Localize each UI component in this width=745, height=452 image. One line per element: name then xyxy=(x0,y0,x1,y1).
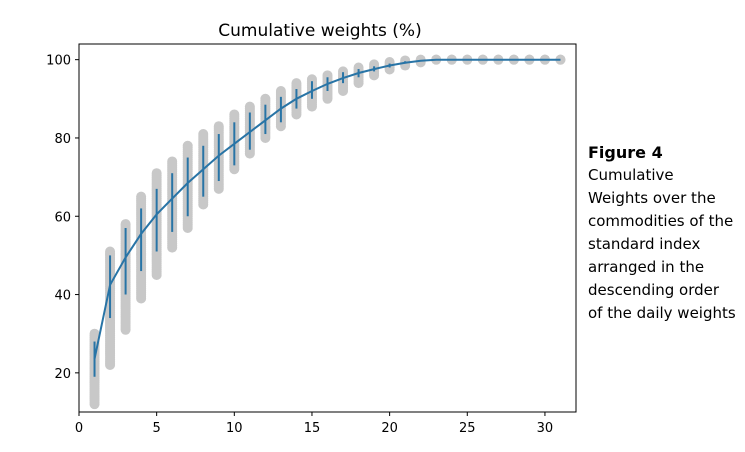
data-point-dot xyxy=(198,129,209,140)
data-point-dot xyxy=(306,74,317,85)
scatter-dots-layer xyxy=(89,54,566,410)
y-tick-label: 100 xyxy=(46,54,71,69)
x-tick-label: 30 xyxy=(537,421,554,436)
data-point-dot xyxy=(275,85,286,96)
data-point-dot xyxy=(182,140,193,151)
y-tick-label: 80 xyxy=(54,132,71,147)
x-tick-label: 0 xyxy=(75,421,83,436)
data-point-dot xyxy=(322,70,333,81)
data-point-dot xyxy=(338,66,349,77)
data-point-dot xyxy=(105,246,116,257)
y-axis: 20 40 60 80 100 xyxy=(46,54,79,382)
x-tick-label: 20 xyxy=(381,421,398,436)
chart-title: Cumulative weights (%) xyxy=(218,21,421,41)
x-tick-label: 5 xyxy=(153,421,161,436)
mean-line xyxy=(93,58,561,360)
data-point-dot xyxy=(89,328,100,339)
figure-caption: Figure 4 Cumulative Weights over the com… xyxy=(588,141,738,325)
data-point-dot xyxy=(136,191,147,202)
x-tick-label: 10 xyxy=(226,421,243,436)
data-point-dot xyxy=(151,168,162,179)
x-tick-label: 25 xyxy=(459,421,476,436)
y-tick-label: 20 xyxy=(54,367,71,382)
data-point-dot xyxy=(415,54,426,65)
data-point-dot xyxy=(120,219,131,230)
data-point-dot xyxy=(244,101,255,112)
data-point-dot xyxy=(353,62,364,73)
x-tick-label: 15 xyxy=(304,421,321,436)
data-point-dot xyxy=(260,93,271,104)
figure-caption-text: Cumulative Weights over the commodities … xyxy=(588,166,736,322)
data-point-dot xyxy=(167,156,178,167)
data-point-dot xyxy=(369,59,380,70)
figure-caption-label: Figure 4 xyxy=(588,143,663,162)
data-point-dot xyxy=(213,121,224,132)
y-tick-label: 60 xyxy=(54,210,71,225)
plot-frame xyxy=(78,43,577,413)
data-point-dot xyxy=(229,109,240,120)
data-point-dot xyxy=(291,78,302,89)
x-axis: 0 5 10 15 20 25 30 xyxy=(75,412,553,436)
y-tick-label: 40 xyxy=(54,289,71,304)
